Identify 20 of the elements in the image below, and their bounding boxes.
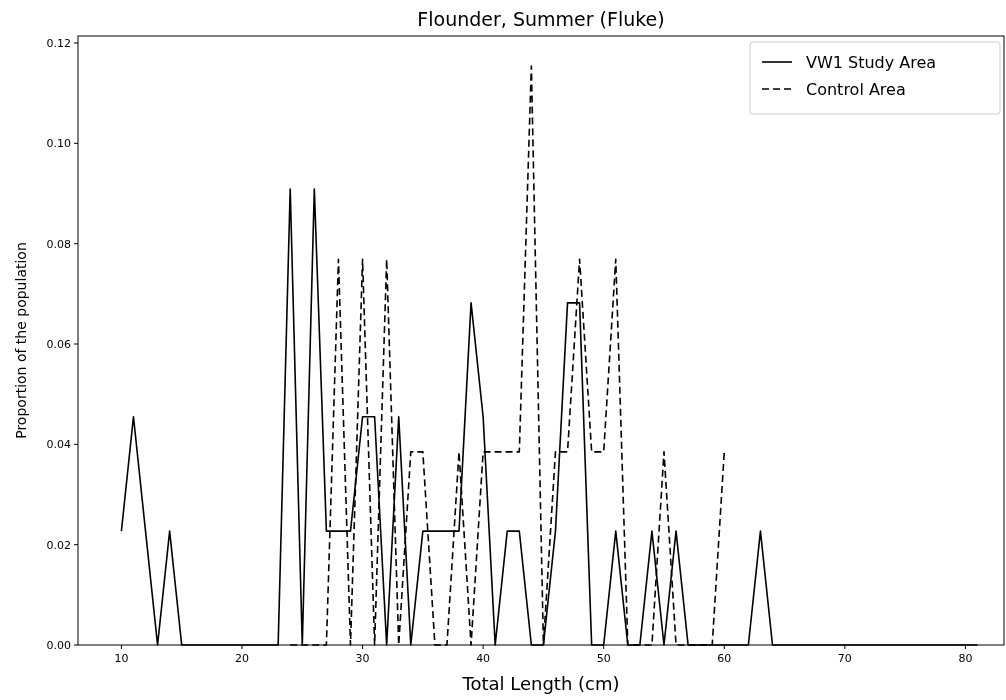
x-tick-label: 70 <box>837 652 852 665</box>
y-tick-label: 0.06 <box>46 338 71 352</box>
y-tick-label: 0.00 <box>46 639 71 652</box>
y-axis-title: Proportion of the population <box>13 242 29 439</box>
y-tick-label: 0.10 <box>46 137 71 151</box>
y-tick-label: 0.12 <box>46 37 71 51</box>
x-tick-label: 60 <box>717 652 732 665</box>
x-tick-label: 20 <box>234 652 249 665</box>
chart-title: Flounder, Summer (Fluke) <box>417 8 665 30</box>
legend-label: Control Area <box>806 80 906 99</box>
x-tick-label: 80 <box>958 652 973 665</box>
x-tick-label: 10 <box>114 652 129 665</box>
x-tick-label: 30 <box>355 652 370 665</box>
x-tick-label: 40 <box>476 652 491 665</box>
y-tick-label: 0.02 <box>46 538 71 552</box>
x-axis-title: Total Length (cm) <box>461 673 620 694</box>
x-tick-label: 50 <box>596 652 611 665</box>
y-tick-label: 0.04 <box>46 438 71 452</box>
y-tick-label: 0.08 <box>46 237 71 251</box>
legend-label: VW1 Study Area <box>806 53 937 72</box>
